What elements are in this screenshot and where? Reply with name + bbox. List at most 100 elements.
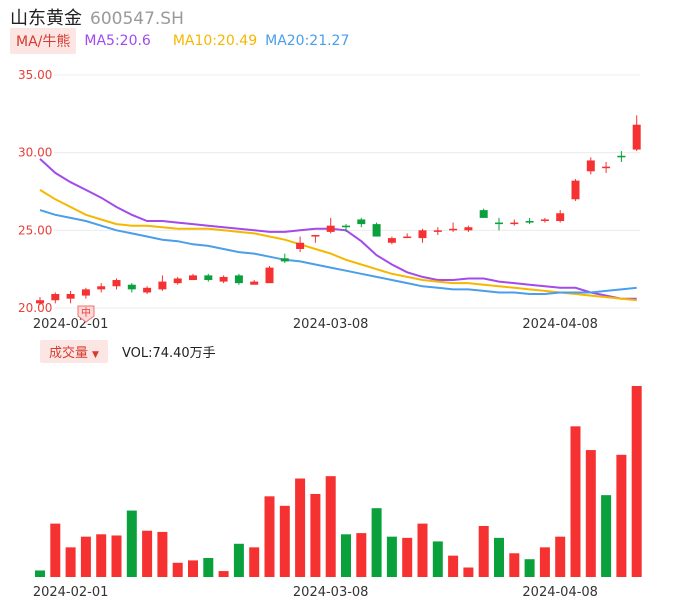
candle: [464, 225, 473, 232]
price-tick-label: 35.00: [18, 68, 52, 82]
event-badge[interactable]: 中: [77, 305, 95, 323]
candle: [433, 227, 442, 235]
candle-body: [342, 225, 350, 228]
candle: [66, 290, 75, 304]
candle: [525, 217, 534, 225]
candle: [617, 151, 626, 162]
candlesticks: [36, 115, 641, 305]
candle: [234, 273, 243, 285]
candle: [479, 208, 488, 218]
volume-bar: [96, 534, 107, 577]
volume-bar: [341, 534, 351, 577]
candle: [571, 179, 580, 201]
candle-body: [280, 258, 289, 262]
candle-body: [81, 289, 90, 296]
volume-bar: [157, 531, 168, 577]
candle-body: [525, 221, 534, 223]
candle: [387, 236, 396, 245]
candle: [602, 161, 611, 173]
price-date-label: 2024-02-01: [33, 317, 109, 332]
ma-indicator-button[interactable]: MA/牛熊: [10, 28, 77, 54]
volume-bar: [601, 495, 612, 577]
candle: [632, 115, 641, 152]
volume-bar: [295, 478, 306, 577]
volume-bar: [631, 386, 642, 577]
candle: [311, 234, 320, 243]
candle-body: [158, 281, 167, 290]
stock-code: 600547.SH: [90, 9, 184, 29]
event-badge-label: 中: [81, 306, 91, 319]
candle: [204, 273, 213, 282]
volume-bar: [509, 553, 520, 577]
volume-bar: [142, 530, 153, 577]
volume-bar: [585, 450, 596, 577]
candle: [127, 283, 136, 293]
volume-bar: [279, 505, 290, 577]
candle: [342, 224, 350, 232]
candle-body: [66, 294, 75, 299]
candle: [219, 275, 228, 284]
volume-date-label: 2024-02-01: [33, 585, 109, 600]
candle-body: [495, 222, 503, 225]
volume-bar: [417, 523, 428, 577]
caret-down-icon: ▼: [92, 349, 99, 360]
volume-legend-bar: 成交量 ▼ VOL:74.40万手: [40, 339, 216, 363]
candle: [265, 266, 274, 284]
volume-bar: [494, 537, 504, 577]
volume-bar: [80, 536, 91, 577]
volume-bar: [570, 426, 581, 577]
candle: [510, 219, 519, 226]
candle: [586, 157, 595, 175]
candle-body: [250, 281, 259, 285]
candle-body: [510, 222, 519, 225]
ma5-legend: MA5:20.6: [84, 33, 151, 49]
volume-bars: [35, 386, 642, 577]
ma10-line: [39, 189, 637, 302]
volume-bar: [35, 570, 45, 577]
volume-bar: [172, 562, 183, 577]
ma20-legend: MA20:21.27: [265, 33, 350, 49]
candle: [36, 297, 44, 305]
candle-body: [617, 155, 626, 158]
candle: [51, 292, 60, 304]
candle-body: [189, 275, 197, 281]
candle: [280, 253, 289, 263]
candle: [495, 217, 503, 231]
candle: [357, 217, 366, 228]
volume-bar: [126, 510, 137, 577]
volume-bar: [386, 536, 397, 577]
volume-bar: [555, 536, 566, 577]
candle-body: [556, 213, 565, 222]
price-tick-label: 30.00: [18, 146, 52, 160]
volume-indicator-button[interactable]: 成交量 ▼: [40, 339, 108, 363]
candle: [97, 283, 106, 293]
candle: [250, 280, 259, 285]
candle: [418, 228, 427, 243]
ma-legend-bar: MA/牛熊 MA5:20.6 MA10:20.49 MA20:21.27: [10, 28, 350, 54]
volume-bar: [432, 541, 443, 577]
candle: [112, 278, 121, 290]
price-chart: 35.00 30.00 25.00 20.00 2024-02-01 2024-03-08…: [18, 68, 641, 332]
candle: [540, 217, 549, 223]
candle-body: [372, 224, 381, 237]
volume-date-label: 2024-04-08: [522, 585, 598, 600]
volume-bar: [463, 567, 474, 577]
volume-bar: [188, 560, 198, 577]
candle: [556, 210, 565, 223]
candle-body: [540, 219, 549, 222]
volume-bar: [264, 496, 275, 577]
volume-bar: [448, 555, 459, 577]
volume-bar: [65, 547, 76, 577]
volume-bar: [371, 508, 382, 577]
candle: [81, 287, 90, 299]
volume-bar: [356, 533, 367, 577]
candle-body: [433, 230, 442, 232]
volume-bar: [310, 493, 321, 577]
volume-bar: [233, 543, 244, 577]
price-grid: [54, 74, 640, 309]
moving-average-lines: [39, 158, 637, 302]
stock-header: 山东黄金 600547.SH: [10, 4, 184, 29]
candle: [173, 276, 182, 285]
candle-body: [632, 124, 641, 150]
candle-body: [602, 166, 611, 169]
